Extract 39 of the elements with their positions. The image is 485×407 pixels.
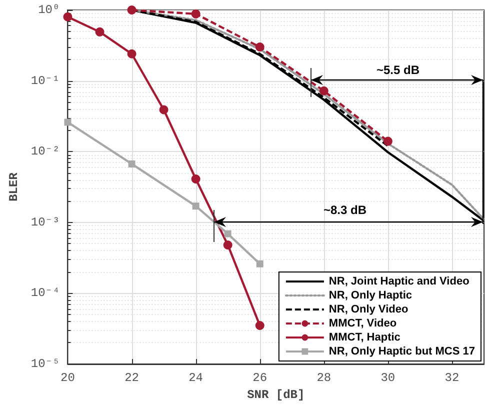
- point: [255, 320, 264, 330]
- annotation: ~8.3 dB: [323, 203, 367, 217]
- point: [255, 42, 264, 52]
- point: [127, 6, 136, 14]
- legend-label: MMCT, Video: [328, 318, 397, 330]
- point: [159, 105, 168, 114]
- point: [223, 240, 232, 250]
- x-tick-label: 32: [444, 371, 460, 385]
- x-tick-label: 20: [60, 371, 75, 385]
- point: [95, 27, 104, 36]
- y-tick-label: 10⁻³: [30, 215, 60, 230]
- x-axis-title: SNR [dB]: [247, 388, 305, 402]
- point: [191, 9, 200, 18]
- y-tick-label: 10⁻⁴: [30, 286, 60, 300]
- point: [64, 118, 72, 126]
- x-tick-label: 28: [316, 371, 332, 385]
- point: [383, 136, 392, 146]
- annotation: ~5.5 dB: [376, 63, 420, 77]
- y-axis-title: BLER: [7, 172, 21, 202]
- point: [191, 174, 200, 184]
- point: [127, 49, 136, 58]
- y-tick-label: 10⁰: [38, 3, 60, 17]
- point: [224, 230, 232, 238]
- legend-label: MMCT, Haptic: [328, 332, 400, 344]
- legend-label: NR, Only Haptic but MCS 17: [328, 346, 476, 358]
- point: [319, 86, 328, 96]
- legend-label: NR, Joint Haptic and Video: [328, 276, 470, 288]
- y-tick-label: 10⁻¹: [30, 74, 60, 88]
- legend-label: NR, Only Video: [328, 304, 408, 316]
- point: [192, 202, 200, 210]
- x-tick-label: 22: [124, 371, 139, 385]
- point: [128, 160, 136, 168]
- x-tick-label: 26: [252, 371, 268, 385]
- y-tick-label: 10⁻²: [30, 144, 60, 159]
- x-tick-label: 24: [188, 371, 204, 385]
- legend-label: NR, Only Haptic: [328, 290, 412, 302]
- y-tick-label: 10⁻⁵: [30, 357, 60, 371]
- x-tick-label: 30: [380, 371, 396, 385]
- point: [256, 260, 264, 268]
